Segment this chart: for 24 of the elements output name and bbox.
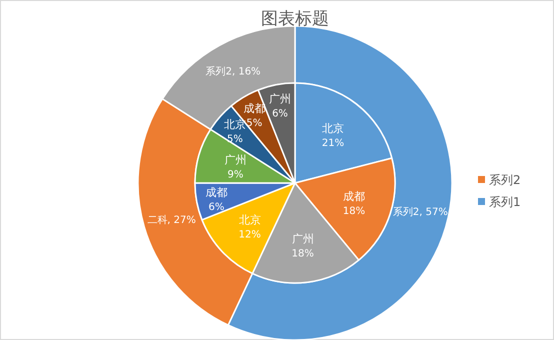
slice-label: 广州 [269,92,292,106]
slice-label: 北京 [322,122,344,136]
text: 系列2, 57% [392,207,448,218]
slice-label: 成都 [205,186,228,199]
slice-label: 成都 [342,190,365,204]
text: 6% [272,108,288,120]
slice-label: 北京 [238,213,261,226]
text: 21% [322,138,344,150]
slice-label: 广州 [224,154,246,167]
text: 18% [342,206,366,218]
slice-label: 北京 [224,118,246,132]
slice-label: 广州 [292,232,314,246]
text: 5% [246,118,262,130]
legend-label: 系列1 [489,195,521,209]
slice-label: 系列2 [489,173,521,187]
text: 二科, 27% [147,214,196,226]
text: 系列2, 16% [206,66,261,78]
text: 6% [208,202,224,213]
text: 5% [227,134,243,146]
text: 12% [238,229,261,240]
text: 18% [292,248,314,260]
text: 9% [228,170,244,181]
chart-title: 图表标题 [261,9,329,29]
slice-label: 成都 [243,102,266,116]
